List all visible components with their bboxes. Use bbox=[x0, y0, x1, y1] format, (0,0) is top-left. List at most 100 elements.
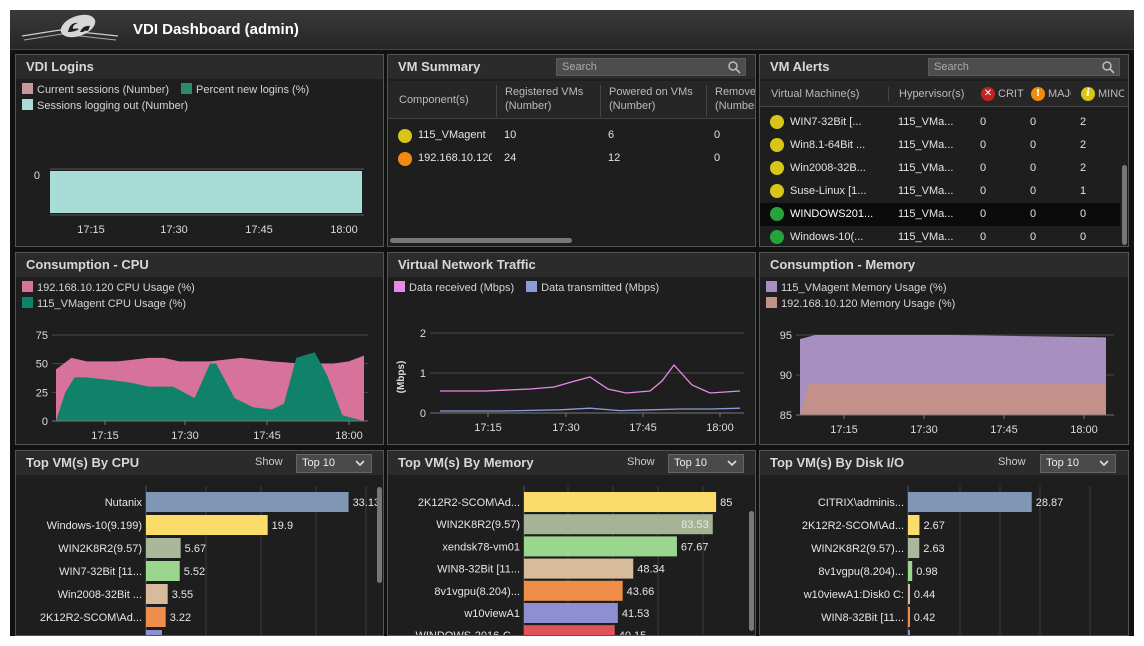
panel-title: Top VM(s) By Disk I/O bbox=[770, 455, 905, 470]
column-header[interactable]: Powered on VMs (Number) bbox=[600, 85, 704, 117]
category-label: Win2008-32Bit ... bbox=[58, 589, 142, 601]
top-n-select[interactable]: Top 10 bbox=[296, 454, 372, 473]
top-n-select[interactable]: Top 10 bbox=[668, 454, 744, 473]
bar[interactable] bbox=[146, 584, 168, 604]
bar[interactable] bbox=[524, 514, 713, 535]
search-input[interactable]: Search bbox=[928, 58, 1120, 76]
removed-cell: 0 bbox=[714, 152, 721, 164]
table-row[interactable]: Win2008-32B... 115_VMa... 0 0 2 bbox=[760, 157, 1120, 180]
bar[interactable] bbox=[524, 536, 677, 557]
critical-count: 0 bbox=[980, 162, 987, 174]
value-label: 67.67 bbox=[681, 541, 709, 553]
top-n-select[interactable]: Top 10 bbox=[1040, 454, 1116, 473]
chart-legend: 192.168.10.120 CPU Usage (%) 115_VMagent… bbox=[22, 281, 195, 310]
column-header[interactable]: Registered VMs (Number) bbox=[496, 85, 596, 117]
column-header-hypervisor[interactable]: Hypervisor(s) bbox=[888, 87, 972, 101]
search-icon[interactable] bbox=[727, 60, 741, 74]
bar[interactable] bbox=[524, 580, 623, 601]
legend-label: Current sessions (Number) bbox=[37, 84, 170, 96]
column-header[interactable]: Removed (Number) bbox=[706, 85, 755, 117]
x-tick-label: 17:45 bbox=[629, 422, 657, 434]
component-cell[interactable]: 115_VMagent bbox=[418, 129, 486, 141]
critical-icon: ✕ bbox=[981, 87, 995, 101]
bar[interactable] bbox=[146, 538, 181, 558]
category-label: WIN2K8R2(9.57)... bbox=[811, 543, 904, 555]
y-tick-label: 0 bbox=[34, 170, 40, 182]
vm-cell[interactable]: WIN7-32Bit [... bbox=[790, 116, 862, 128]
major-count: 0 bbox=[1030, 185, 1037, 197]
column-header-vm[interactable]: Virtual Machine(s) bbox=[771, 88, 860, 100]
category-label: Nutanix bbox=[105, 497, 143, 509]
top-vm-by-disk-io-panel: Top VM(s) By Disk I/O Show Top 10 CITRIX… bbox=[759, 450, 1129, 636]
table-row[interactable]: 115_VMagent 10 6 0 bbox=[388, 125, 755, 147]
bar[interactable] bbox=[908, 492, 1032, 512]
bar[interactable] bbox=[146, 515, 268, 535]
value-label: 5.52 bbox=[184, 566, 205, 578]
legend-swatch bbox=[22, 297, 33, 308]
bar[interactable] bbox=[146, 630, 162, 636]
horizontal-scrollbar[interactable] bbox=[390, 238, 572, 243]
value-label: 43.66 bbox=[627, 586, 655, 598]
vertical-scrollbar[interactable] bbox=[1122, 165, 1127, 245]
vm-cell[interactable]: Suse-Linux [1... bbox=[790, 185, 867, 197]
table-row[interactable]: WINDOWS201... 115_VMa... 0 0 0 bbox=[760, 203, 1120, 226]
show-label: Show bbox=[255, 456, 283, 468]
legend-swatch bbox=[181, 83, 193, 94]
vm-cell[interactable]: Win2008-32B... bbox=[790, 162, 866, 174]
column-header-critical[interactable]: CRITICAL bbox=[998, 88, 1024, 100]
chart-legend: 115_VMagent Memory Usage (%) 192.168.10.… bbox=[766, 281, 955, 310]
minor-icon: i bbox=[1081, 87, 1095, 101]
bar[interactable] bbox=[146, 561, 180, 581]
x-tick-label: 17:45 bbox=[245, 224, 273, 236]
vm-cell[interactable]: Win8.1-64Bit ... bbox=[790, 139, 866, 151]
bar[interactable] bbox=[908, 538, 920, 558]
minor-count: 0 bbox=[1080, 208, 1087, 220]
vm-cell[interactable]: Windows-10(... bbox=[790, 231, 864, 243]
major-count: 0 bbox=[1030, 231, 1037, 243]
legend-item: 192.168.10.120 CPU Usage (%) bbox=[22, 281, 195, 294]
bar[interactable] bbox=[908, 584, 910, 604]
bar[interactable] bbox=[524, 492, 717, 512]
bar[interactable] bbox=[908, 607, 910, 627]
value-label: 0.98 bbox=[916, 566, 937, 578]
bar[interactable] bbox=[908, 630, 910, 636]
category-label: WIN8-32Bit [11... bbox=[59, 635, 142, 636]
table-row[interactable]: Win8.1-64Bit ... 115_VMa... 0 0 2 bbox=[760, 134, 1120, 157]
x-tick-label: 17:15 bbox=[91, 430, 119, 442]
panel-title: Virtual Network Traffic bbox=[398, 257, 536, 272]
eg-logo-icon bbox=[21, 14, 119, 41]
legend-label: Sessions logging out (Number) bbox=[37, 100, 189, 112]
table-row[interactable]: Suse-Linux [1... 115_VMa... 0 0 1 bbox=[760, 180, 1120, 203]
search-placeholder: Search bbox=[934, 61, 969, 73]
bar[interactable] bbox=[524, 625, 615, 636]
bar[interactable] bbox=[908, 561, 913, 581]
vm-cell[interactable]: WINDOWS201... bbox=[790, 208, 874, 220]
bar[interactable] bbox=[908, 515, 920, 535]
table-row[interactable]: Windows-10(... 115_VMa... 0 0 0 bbox=[760, 226, 1120, 246]
vertical-scrollbar[interactable] bbox=[749, 511, 754, 631]
column-header-major[interactable]: MAJOR bbox=[1048, 88, 1071, 100]
minor-icon bbox=[770, 184, 784, 198]
bar[interactable] bbox=[146, 607, 166, 627]
table-row[interactable]: 192.168.10.120 24 12 0 bbox=[388, 148, 755, 170]
vertical-scrollbar[interactable] bbox=[377, 487, 382, 583]
table-row[interactable]: WIN7-32Bit [... 115_VMa... 0 0 2 bbox=[760, 111, 1120, 134]
search-icon[interactable] bbox=[1101, 60, 1115, 74]
category-label: xendsk78-vm01 bbox=[442, 541, 520, 553]
bar[interactable] bbox=[524, 603, 618, 623]
column-header-minor[interactable]: MINOR bbox=[1098, 88, 1124, 100]
x-tick-label: 18:00 bbox=[1070, 424, 1098, 436]
bar[interactable] bbox=[524, 558, 634, 579]
legend-item: 115_VMagent CPU Usage (%) bbox=[22, 297, 195, 310]
removed-cell: 0 bbox=[714, 129, 721, 141]
critical-count: 0 bbox=[980, 139, 987, 151]
hypervisor-cell: 115_VMa... bbox=[898, 116, 954, 128]
component-cell[interactable]: 192.168.10.120 bbox=[418, 152, 492, 164]
search-input[interactable]: Search bbox=[556, 58, 746, 76]
bar[interactable] bbox=[146, 492, 349, 512]
vdi-logins-panel: VDI Logins Current sessions (Number) Perc… bbox=[15, 54, 384, 247]
minor-count: 2 bbox=[1080, 116, 1087, 128]
column-header[interactable]: Component(s) bbox=[399, 94, 469, 106]
panel-header: Virtual Network Traffic bbox=[388, 253, 755, 277]
x-tick-label: 17:30 bbox=[160, 224, 188, 236]
